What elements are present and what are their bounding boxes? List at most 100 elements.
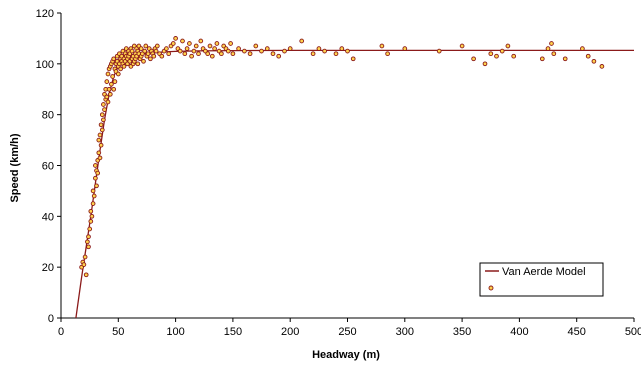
x-tick-label: 200 [281,326,299,338]
observation-point [98,122,104,128]
observation-point [539,56,545,62]
observation-point [166,51,172,57]
observation-point [322,48,327,54]
observation-point [299,38,305,44]
observation-point [287,46,293,51]
observation-point [599,64,605,69]
observation-point [471,56,476,62]
observation-point [105,99,111,105]
observation-point [96,137,102,143]
observation-point [99,127,105,133]
observation-point [96,150,102,156]
observation-point [219,51,224,57]
x-tick-label: 50 [112,326,124,338]
observation-point [270,51,276,57]
observation-point [86,234,91,240]
observation-point [339,46,345,51]
observation-point [182,51,188,57]
observation-point [180,38,185,44]
observation-point [104,79,110,84]
x-tick-label: 300 [396,326,414,338]
observation-point [499,48,505,54]
observation-point [214,41,220,46]
observation-point [333,51,339,57]
observation-point [264,46,270,51]
observation-point [230,51,236,57]
observation-point [551,51,557,57]
observation-point [115,71,121,77]
x-tick-label: 500 [625,326,641,338]
observation-point [95,170,101,176]
y-tick-label: 20 [42,262,54,274]
observation-point [90,188,96,194]
observation-point [107,91,113,97]
observation-point [148,56,153,62]
observation-point [88,208,94,214]
observation-point [247,51,253,57]
x-tick-label: 450 [568,326,586,338]
observation-point [379,43,385,49]
observation-point [118,66,123,72]
observation-point [488,51,494,57]
ticks: 0 50 100 150 200 250 300 350 400 450 500 0 20 40 60 80 1… [36,8,641,338]
observation-point [580,46,585,51]
observation-point [253,43,259,49]
observation-point [242,48,247,54]
observation-point [87,226,93,232]
observation-point [276,53,282,59]
observation-point [90,201,96,206]
observation-point [549,41,554,46]
observation-point [81,262,87,267]
observation-point [86,244,91,250]
legend-label-model: Van Aerde Model [502,266,586,278]
observation-point [93,175,98,181]
observation-point [205,51,211,57]
observation-point [91,193,97,199]
observation-point [170,41,176,46]
observation-point [282,48,287,54]
y-axis-title: Speed (km/h) [9,133,21,202]
observation-point [173,36,178,41]
x-tick-label: 0 [58,326,64,338]
observation-point [191,48,197,54]
observation-point [316,46,322,51]
observation-point [135,61,141,67]
observation-point [310,51,316,57]
observation-point [153,48,159,54]
observation-point [94,183,99,189]
legend-box [479,262,604,297]
observation-point [184,46,190,51]
series [75,36,634,319]
observation-point [141,58,146,64]
observation-point [585,53,591,59]
observation-point [142,48,148,54]
y-tick-label: 60 [42,161,54,173]
observation-point [101,117,106,123]
observation-point [112,79,118,84]
observation-point [193,43,199,49]
observation-point [177,48,183,54]
observation-point [189,53,194,59]
observation-point [164,46,169,51]
observation-point [562,56,568,62]
observation-point [187,41,192,46]
observation-point [207,43,213,49]
observation-point [106,86,112,92]
observation-point [209,53,215,59]
x-tick-label: 400 [510,326,528,338]
observation-point [111,86,117,92]
observation-point [104,94,110,100]
observation-point [85,239,90,245]
x-tick-label: 100 [166,326,184,338]
observation-point [99,112,105,118]
observation-point [97,132,103,138]
observation-point [121,64,127,69]
observation-point [385,51,390,57]
x-tick-label: 250 [338,326,356,338]
observation-point [98,142,104,148]
observation-point [345,48,350,54]
y-tick-label: 100 [36,59,54,71]
observation-point [198,38,204,44]
observation-point [97,155,103,161]
